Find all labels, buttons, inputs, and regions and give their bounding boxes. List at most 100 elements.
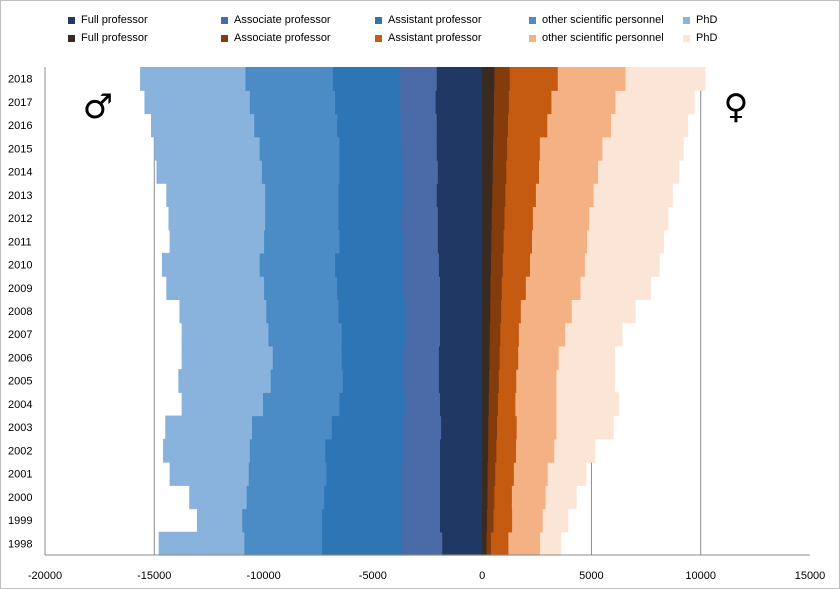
bar-men-2010 xyxy=(403,252,439,277)
bar-men-2009 xyxy=(403,276,441,300)
bar-men-1998 xyxy=(441,531,483,556)
bar-women-2015 xyxy=(507,136,541,161)
bar-men-2007 xyxy=(181,322,269,347)
bar-women-2012 xyxy=(532,206,590,231)
y-tick-label: 2013 xyxy=(8,190,32,202)
bar-women-2013 xyxy=(482,183,493,208)
bar-women-2004 xyxy=(482,392,490,417)
y-tick-label: 2007 xyxy=(8,329,32,341)
bar-women-2013 xyxy=(535,183,595,208)
bar-women-2011 xyxy=(587,229,665,254)
legend-swatch xyxy=(375,16,382,24)
bar-men-2018 xyxy=(436,67,483,91)
bar-men-2011 xyxy=(402,229,438,254)
bar-men-1999 xyxy=(196,508,243,533)
bar-women-2010 xyxy=(490,252,504,277)
bar-women-2017 xyxy=(615,90,695,115)
bar-men-2009 xyxy=(166,276,265,300)
bar-women-2013 xyxy=(492,183,506,208)
y-tick-label: 2011 xyxy=(8,236,32,248)
bar-women-2005 xyxy=(516,369,557,393)
male-symbol: ♂ xyxy=(83,87,113,127)
bar-women-2002 xyxy=(554,438,596,463)
bar-women-2008 xyxy=(482,299,491,324)
legend-label: Assistant professor xyxy=(388,32,482,44)
bar-men-2001 xyxy=(169,462,249,486)
bar-women-2009 xyxy=(580,276,651,300)
y-tick-label: 2018 xyxy=(8,74,32,86)
bar-men-2011 xyxy=(338,229,403,254)
bar-men-2013 xyxy=(436,183,483,208)
bar-men-2006 xyxy=(272,345,342,370)
bar-men-2006 xyxy=(438,345,483,370)
legend-swatch xyxy=(68,34,75,42)
bar-women-2012 xyxy=(491,206,505,231)
x-tick-label: 0 xyxy=(479,570,485,582)
bar-men-2004 xyxy=(181,392,263,417)
bar-men-2008 xyxy=(265,299,339,324)
y-tick-label: 2004 xyxy=(8,399,32,411)
bar-women-1998 xyxy=(490,531,509,556)
legend-label: Associate professor xyxy=(234,32,331,44)
bar-men-2000 xyxy=(401,485,441,510)
bar-men-1999 xyxy=(401,508,441,533)
bar-men-1998 xyxy=(158,531,245,556)
bar-men-1998 xyxy=(321,531,402,556)
bar-men-2009 xyxy=(336,276,404,300)
y-tick-label: 2010 xyxy=(8,260,32,272)
bar-men-2013 xyxy=(402,183,437,208)
bar-men-2006 xyxy=(341,345,403,370)
bar-men-2008 xyxy=(179,299,267,324)
bar-men-2010 xyxy=(334,252,404,277)
bar-men-2014 xyxy=(156,159,262,184)
legend-label: PhD xyxy=(696,14,718,26)
bar-men-2007 xyxy=(439,322,483,347)
bar-men-2012 xyxy=(437,206,483,231)
y-tick-label: 2009 xyxy=(8,283,32,295)
bar-women-2001 xyxy=(482,462,489,486)
bar-women-2007 xyxy=(565,322,623,347)
bar-women-1998 xyxy=(508,531,541,556)
legend-item: Associate professor xyxy=(221,32,331,44)
bar-men-2016 xyxy=(253,113,338,138)
bar-men-2016 xyxy=(151,113,255,138)
legend-item: Associate professor xyxy=(221,14,331,26)
y-tick-label: 2006 xyxy=(8,352,32,364)
bar-women-2004 xyxy=(556,392,620,417)
bar-men-2003 xyxy=(165,415,253,440)
legend-swatch xyxy=(221,34,228,42)
legend-label: Assistant professor xyxy=(388,14,482,26)
bar-men-1999 xyxy=(439,508,483,533)
female-symbol: ♀ xyxy=(724,87,749,127)
bar-women-2015 xyxy=(539,136,603,161)
bar-women-2018 xyxy=(625,67,706,91)
bar-women-2000 xyxy=(482,485,488,510)
bar-women-2000 xyxy=(487,485,495,510)
legend-item: PhD xyxy=(683,32,717,44)
bar-women-2018 xyxy=(482,67,495,91)
bar-men-2007 xyxy=(404,322,441,347)
bar-women-2011 xyxy=(491,229,505,254)
bar-women-2015 xyxy=(482,136,494,161)
legend: Full professor Associate professor Assista… xyxy=(0,0,840,50)
bar-women-2001 xyxy=(513,462,549,486)
legend-swatch xyxy=(683,16,690,24)
legend-item: other scientific personnel xyxy=(529,14,664,26)
x-tick-label: 10000 xyxy=(685,570,716,582)
bar-women-2007 xyxy=(482,322,491,347)
bar-men-2012 xyxy=(264,206,339,231)
bar-men-2011 xyxy=(437,229,483,254)
y-tick-label: 2012 xyxy=(8,213,32,225)
bar-women-2011 xyxy=(531,229,588,254)
bar-men-2002 xyxy=(163,438,250,463)
x-tick-label: -5000 xyxy=(359,570,387,582)
y-tick-label: 2017 xyxy=(8,97,32,109)
bar-women-2000 xyxy=(494,485,513,510)
bar-men-2003 xyxy=(331,415,404,440)
bar-women-2008 xyxy=(571,299,636,324)
legend-label: PhD xyxy=(696,32,718,44)
bar-women-2004 xyxy=(497,392,516,417)
bar-women-1998 xyxy=(482,531,488,556)
bar-men-2004 xyxy=(338,392,406,417)
y-tick-label: 2002 xyxy=(8,445,32,457)
